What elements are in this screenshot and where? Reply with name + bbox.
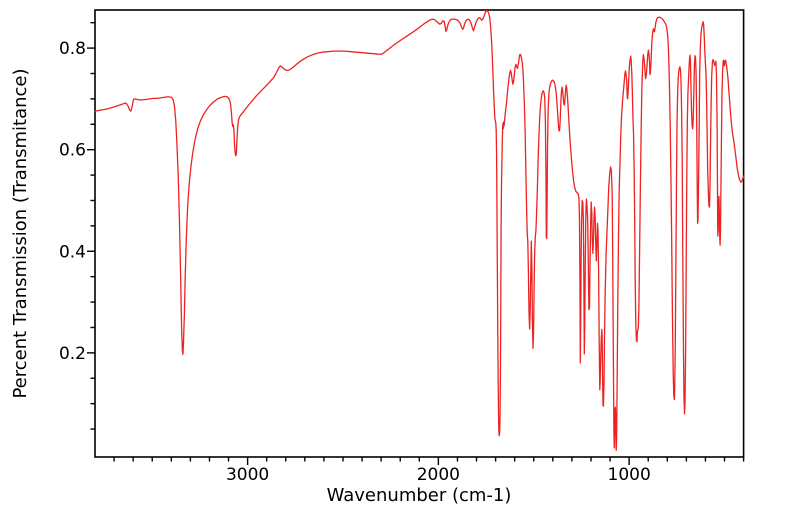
y-tick-label: 0.2 — [59, 344, 86, 364]
x-tick-label: 1000 — [608, 465, 651, 485]
axis-tick-labels: 3000 2000 1000 0.2 0.4 0.6 0.8 — [59, 39, 651, 485]
y-tick-label: 0.4 — [59, 242, 86, 262]
axis-ticks — [87, 21, 745, 465]
y-axis-title: Percent Transmission (Transmitance) — [10, 68, 31, 398]
y-tick-label: 0.6 — [59, 141, 86, 161]
x-axis-title: Wavenumber (cm-1) — [327, 485, 512, 506]
y-tick-label: 0.8 — [59, 39, 86, 59]
x-tick-label: 2000 — [417, 465, 460, 485]
x-tick-label: 3000 — [226, 465, 269, 485]
plot-frame — [94, 9, 745, 458]
spectrum-curve — [94, 9, 745, 452]
